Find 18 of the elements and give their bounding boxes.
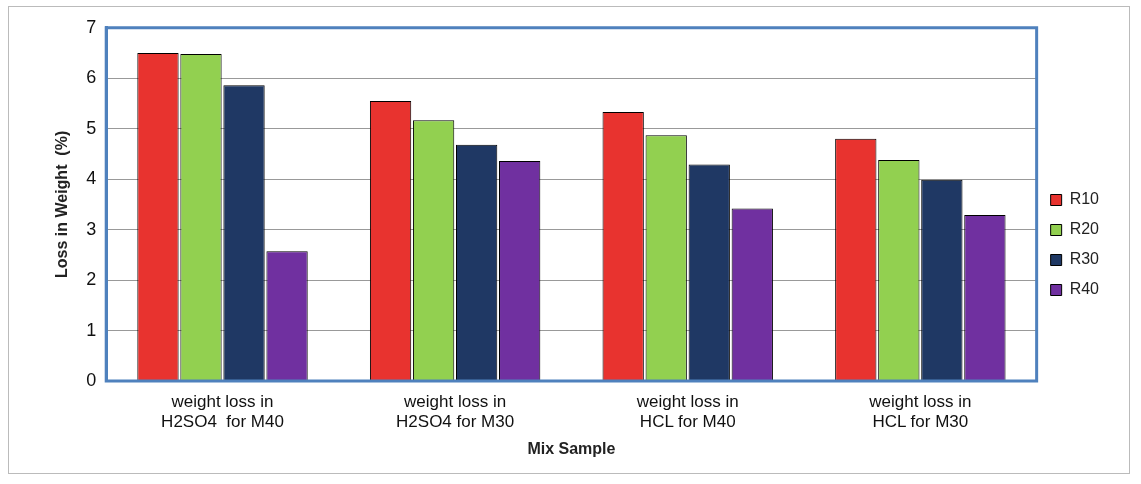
y-tick-label: 0 [86, 369, 97, 390]
x-axis-title: Mix Sample [527, 439, 616, 457]
x-tick-label: weight loss in H2SO4 for M30 [396, 391, 515, 432]
y-tick-label: 6 [86, 67, 97, 88]
legend-label: R40 [1069, 280, 1100, 298]
y-tick-label: 5 [86, 117, 97, 138]
legend-label: R20 [1069, 220, 1100, 238]
y-tick-label: 1 [86, 319, 97, 340]
y-axis-title: Loss in Weight (%) [53, 130, 71, 279]
legend-label: R30 [1069, 250, 1100, 268]
y-tick-label: 4 [86, 168, 97, 189]
x-tick-label: weight loss in H2SO4 for M40 [161, 391, 284, 432]
y-tick-label: 7 [86, 16, 97, 37]
y-tick-label: 2 [86, 269, 97, 290]
x-tick-label: weight loss in HCL for M30 [868, 391, 972, 432]
y-tick-label: 3 [86, 218, 97, 239]
x-tick-label: weight loss in HCL for M40 [635, 391, 739, 432]
legend-label: R10 [1069, 190, 1100, 208]
